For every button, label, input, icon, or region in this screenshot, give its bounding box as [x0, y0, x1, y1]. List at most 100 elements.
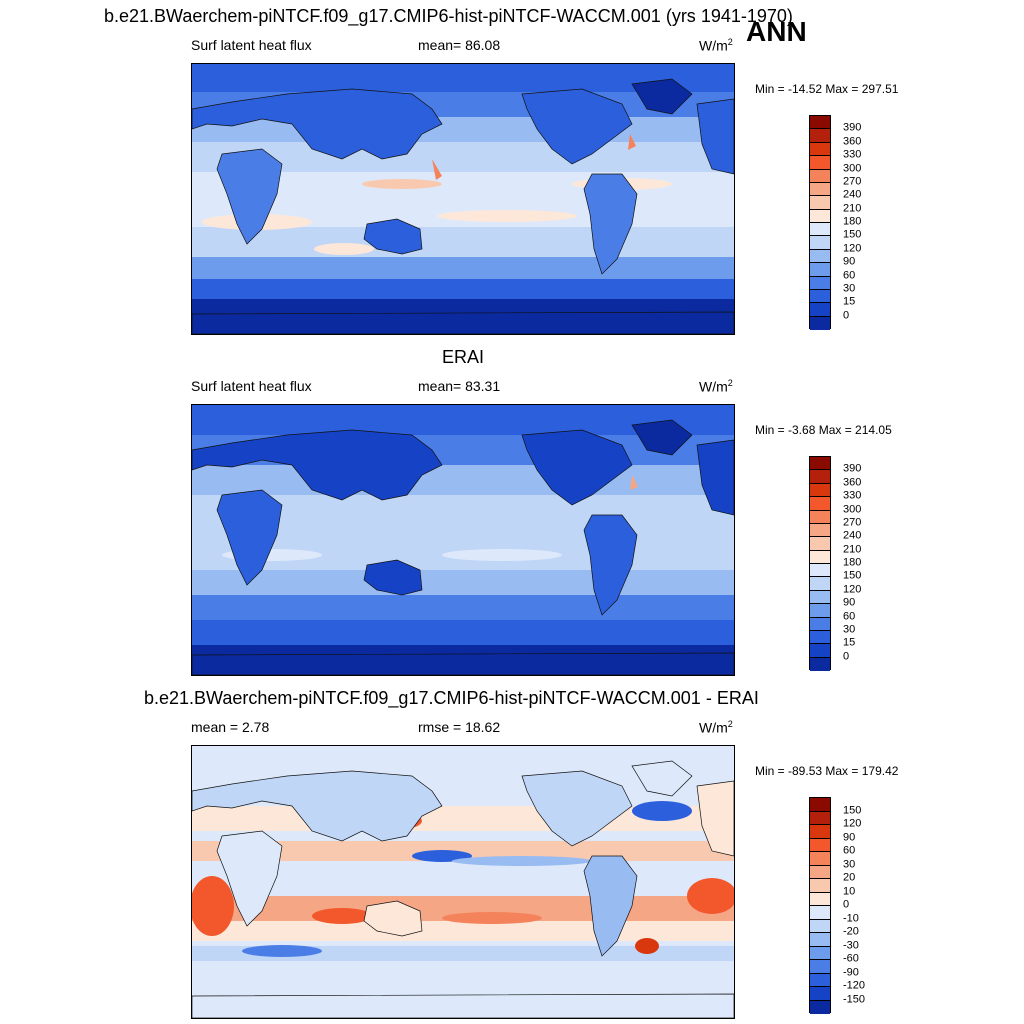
colorbar-swatch [810, 209, 830, 223]
colorbar-tick-label: 270 [843, 175, 862, 188]
colorbar [809, 797, 831, 1014]
colorbar-tick-label: 0 [843, 309, 850, 322]
colorbar-swatch [810, 303, 830, 317]
season-label: ANN [746, 16, 807, 47]
colorbar-tick-label: 360 [843, 476, 862, 489]
panel-title: b.e21.BWaerchem-piNTCF.f09_g17.CMIP6-his… [144, 688, 759, 708]
variable-label: Surf latent heat flux [191, 37, 312, 53]
colorbar-tick-label: 180 [843, 215, 862, 228]
colorbar-tick-label: 30 [843, 282, 856, 295]
colorbar-swatch [810, 604, 830, 618]
colorbar-swatch [810, 497, 830, 511]
colorbar-tick-label: 0 [843, 898, 850, 911]
colorbar-swatch [810, 630, 830, 645]
case-title: b.e21.BWaerchem-piNTCF.f09_g17.CMIP6-his… [104, 6, 793, 26]
colorbar-swatch [810, 276, 830, 290]
colorbar-tick-label: 30 [843, 623, 856, 636]
colorbar-tick-label: 240 [843, 529, 862, 542]
colorbar [809, 115, 831, 330]
colorbar-tick-label: 60 [843, 269, 856, 281]
colorbar-swatch [810, 852, 830, 866]
colorbar-swatch [810, 657, 830, 671]
colorbar-swatch [810, 946, 830, 960]
colorbar-tick-label: 330 [843, 148, 862, 161]
colorbar-tick-label: 300 [843, 503, 862, 515]
colorbar-tick-label: 0 [843, 650, 850, 663]
colorbar-tick-label: 390 [843, 462, 862, 475]
colorbar-swatch [810, 933, 830, 947]
colorbar-swatch [810, 550, 830, 564]
colorbar-tick-label: -10 [843, 912, 859, 924]
colorbar-tick-label: 120 [843, 242, 862, 255]
colorbar-tick-label: 30 [843, 858, 856, 870]
colorbar-swatch [810, 987, 830, 1001]
colorbar-swatch [810, 825, 830, 839]
colorbar-tick-label: 120 [843, 583, 862, 596]
obs-map-field [192, 405, 734, 675]
colorbar-swatch [810, 142, 830, 157]
colorbar-swatch [810, 919, 830, 933]
mean-label: mean = 2.78 [191, 719, 270, 735]
colorbar-swatch [810, 892, 830, 906]
colorbar-swatch [810, 798, 830, 812]
colorbar-tick-label: -90 [843, 966, 859, 978]
colorbar-tick-label: 20 [843, 871, 856, 884]
colorbar-tick-label: 120 [843, 817, 862, 830]
colorbar-swatch [810, 879, 830, 893]
colorbar-swatch [810, 1000, 830, 1014]
colorbar-swatch [810, 196, 830, 210]
colorbar-tick-label: 60 [843, 610, 856, 622]
colorbar-tick-label: 210 [843, 202, 862, 215]
rmse-label: rmse = 18.62 [418, 719, 501, 735]
colorbar-swatch [810, 182, 830, 197]
colorbar-swatch [810, 236, 830, 250]
colorbar-tick-label: 270 [843, 516, 862, 529]
colorbar-swatch [810, 644, 830, 658]
colorbar-swatch [810, 523, 830, 538]
minmax-label: Min = -89.53 Max = 179.42 [755, 764, 899, 778]
colorbar-swatch [810, 316, 830, 330]
colorbar-swatch [810, 129, 830, 143]
variable-label: Surf latent heat flux [191, 378, 312, 394]
colorbar-tick-label: -120 [843, 979, 866, 992]
colorbar-tick-label: 210 [843, 543, 862, 556]
colorbar-swatch [810, 973, 830, 987]
colorbar-tick-label: 240 [843, 188, 862, 201]
colorbar-tick-label: 90 [843, 255, 856, 268]
colorbar-tick-label: 180 [843, 556, 862, 569]
colorbar-tick-label: -30 [843, 939, 859, 951]
colorbar-swatch [810, 263, 830, 277]
colorbar-swatch [810, 457, 830, 471]
colorbar-swatch [810, 510, 830, 524]
units-label: W/m2 [699, 378, 733, 395]
colorbar-tick-label: 390 [843, 121, 862, 134]
colorbar-tick-label: -150 [843, 993, 866, 1005]
units-label: W/m2 [699, 719, 733, 736]
colorbar-tick-label: 150 [843, 569, 862, 582]
minmax-label: Min = -3.68 Max = 214.05 [755, 423, 892, 437]
colorbar-tick-label: 90 [843, 831, 856, 843]
colorbar-tick-label: 360 [843, 135, 862, 148]
colorbar-swatch [810, 838, 830, 852]
colorbar-tick-label: 150 [843, 804, 862, 816]
model-map [191, 63, 735, 335]
colorbar-tick-label: 15 [843, 295, 856, 308]
colorbar-tick-label: -60 [843, 952, 859, 965]
mean-label: mean= 83.31 [418, 378, 501, 394]
colorbar-swatch [810, 906, 830, 920]
colorbar-swatch [810, 169, 830, 183]
colorbar-tick-label: 10 [843, 885, 856, 897]
colorbar-swatch [810, 223, 830, 237]
model-map-field [192, 64, 734, 334]
colorbar [809, 456, 831, 671]
colorbar-swatch [810, 289, 830, 304]
colorbar-swatch [810, 590, 830, 605]
colorbar-tick-label: 300 [843, 162, 862, 174]
colorbar-tick-label: -20 [843, 925, 859, 938]
colorbar-swatch [810, 577, 830, 591]
minmax-label: Min = -14.52 Max = 297.51 [755, 82, 899, 96]
colorbar-tick-label: 60 [843, 844, 856, 857]
colorbar-swatch [810, 865, 830, 879]
colorbar-swatch [810, 249, 830, 264]
diff-map-field [192, 746, 734, 1018]
